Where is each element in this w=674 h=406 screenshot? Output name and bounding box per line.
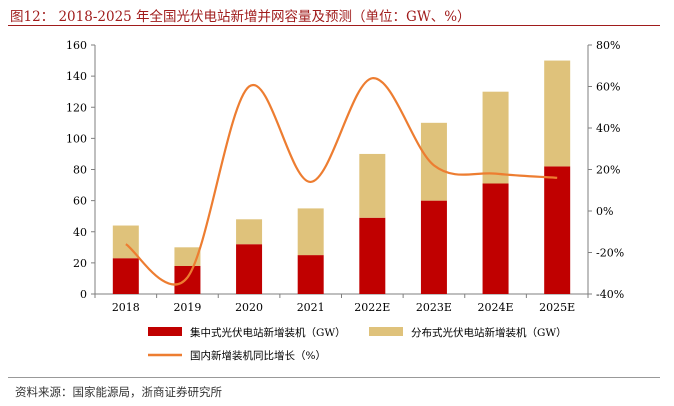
capacity-chart: 0 20 40 60 80 100 120 140 160 -40% -20% 0% 20% 40% 60%… [66,39,624,362]
x-tick-label: 2020 [235,301,263,314]
y-left-tick-label: 60 [73,195,87,208]
y-left-tick-label: 20 [73,257,87,270]
x-tick-label: 2025E [539,301,575,314]
title-divider [8,25,660,26]
legend-label-growth: 国内新增装机同比增长（%） [190,349,326,362]
x-tick-label: 2019 [173,301,201,314]
bar-centralized [359,217,386,294]
bar-distributed [297,208,324,256]
x-tick-label: 2022E [354,301,390,314]
legend: 集中式光伏电站新增装机（GW） 分布式光伏电站新增装机（GW） 国内新增装机同比增长… [148,326,567,362]
x-tick-label: 2023E [416,301,452,314]
legend-label-centralized: 集中式光伏电站新增装机（GW） [190,326,346,339]
bar-centralized [297,255,324,294]
bar-distributed [420,122,447,201]
y-right-tick-label: 60% [596,81,620,94]
legend-swatch-distributed [369,327,403,336]
footer-divider [8,377,660,378]
growth-line-path [125,77,558,286]
bar-distributed [482,91,509,184]
y-left-tick-label: 100 [66,132,87,145]
y-right-tick-label: 40% [596,122,620,135]
growth-line [125,77,558,286]
y-right-tick-label: 20% [596,164,620,177]
y-right-tick-label: 0% [596,205,613,218]
bar-centralized [112,258,139,294]
y-left-tick-label: 40 [73,226,87,239]
chart-title: 图12： 2018-2025 年全国光伏电站新增并网容量及预测（单位：GW、%） [10,9,471,25]
bars [112,60,571,294]
bar-centralized [420,200,447,294]
source-note: 资料来源：国家能源局，浙商证券研究所 [15,385,222,399]
x-tick-label: 2021 [297,301,325,314]
y-right-tick-label: 80% [596,39,620,52]
y-left-tick-label: 160 [66,39,87,52]
y-left-tick-label: 80 [73,164,87,177]
y-right-tick-label: -40% [596,288,624,301]
y-right-tick-label: -20% [596,247,624,260]
x-tick-label: 2024E [478,301,514,314]
y-left-tick-label: 0 [80,288,87,301]
bar-centralized [544,166,571,294]
bar-centralized [174,265,201,294]
legend-label-distributed: 分布式光伏电站新增装机（GW） [411,326,567,339]
axes: 0 20 40 60 80 100 120 140 160 -40% -20% 0% 20% 40% 60%… [66,39,624,314]
bar-centralized [482,183,509,294]
legend-swatch-centralized [148,327,182,336]
bar-distributed [359,153,386,218]
y-left-tick-label: 120 [66,101,87,114]
bar-distributed [236,219,263,245]
y-left-tick-label: 140 [66,70,87,83]
bar-distributed [174,247,201,266]
x-tick-label: 2018 [112,301,140,314]
bar-centralized [236,244,263,294]
bar-distributed [544,60,571,167]
